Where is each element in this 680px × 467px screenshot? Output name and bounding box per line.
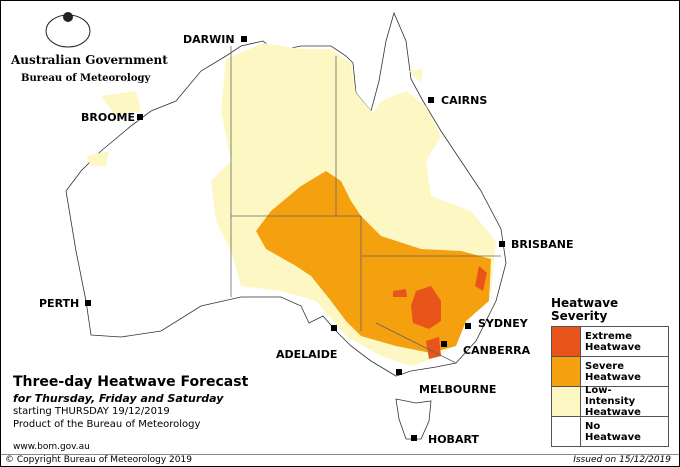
agency-name: Bureau of Meteorology — [21, 73, 151, 84]
map-subtitle: for Thursday, Friday and Saturday — [13, 392, 224, 405]
city-dot — [411, 435, 417, 441]
legend: Heatwave Severity Extreme Heatwave Severe… — [551, 297, 669, 447]
legend-item: Low-Intensity Heatwave — [551, 385, 669, 418]
legend-item: No Heatwave — [551, 416, 669, 447]
city-label: HOBART — [428, 433, 479, 446]
tasmania — [395, 398, 432, 440]
start-date: starting THURSDAY 19/12/2019 — [13, 406, 170, 417]
crest — [45, 12, 91, 48]
legend-label: Extreme Heatwave — [585, 330, 641, 353]
website: www.bom.gov.au — [13, 442, 90, 452]
city-dot — [499, 241, 505, 247]
copyright: © Copyright Bureau of Meteorology 2019 — [5, 455, 192, 465]
city-dot — [331, 325, 337, 331]
state-border — [230, 46, 501, 364]
city-label: BRISBANE — [511, 238, 574, 251]
legend-item: Extreme Heatwave — [551, 326, 669, 357]
footer: © Copyright Bureau of Meteorology 2019 I… — [1, 454, 679, 466]
gov-name: Australian Government — [11, 53, 168, 67]
legend-label: Severe Heatwave — [585, 360, 641, 383]
map-title: Three-day Heatwave Forecast — [13, 374, 249, 390]
city-label: DARWIN — [183, 33, 235, 46]
legend-title: Heatwave Severity — [551, 296, 619, 323]
city-label: CAIRNS — [441, 94, 487, 107]
legend-label: Low-Intensity Heatwave — [585, 385, 641, 418]
city-dot — [241, 36, 247, 42]
legend-swatch — [552, 327, 581, 356]
city-dot — [428, 97, 434, 103]
legend-item: Severe Heatwave — [551, 356, 669, 387]
city-label: SYDNEY — [478, 317, 529, 330]
issued-date: Issued on 15/12/2019 — [573, 455, 671, 465]
city-dot — [441, 341, 447, 347]
city-dot — [137, 114, 143, 120]
legend-swatch — [552, 387, 581, 416]
legend-label: No Heatwave — [585, 420, 641, 443]
city-label: BROOME — [81, 111, 135, 124]
city-dot — [85, 300, 91, 306]
legend-swatch — [552, 357, 581, 386]
city-label: CANBERRA — [463, 344, 531, 357]
city-label: PERTH — [39, 297, 79, 310]
legend-swatch — [552, 417, 581, 446]
city-dot — [465, 323, 471, 329]
city-dot — [396, 369, 402, 375]
product-note: Product of the Bureau of Meteorology — [13, 419, 201, 430]
city-label: MELBOURNE — [419, 383, 496, 396]
extreme-region — [393, 266, 487, 359]
city-label: ADELAIDE — [276, 348, 337, 361]
